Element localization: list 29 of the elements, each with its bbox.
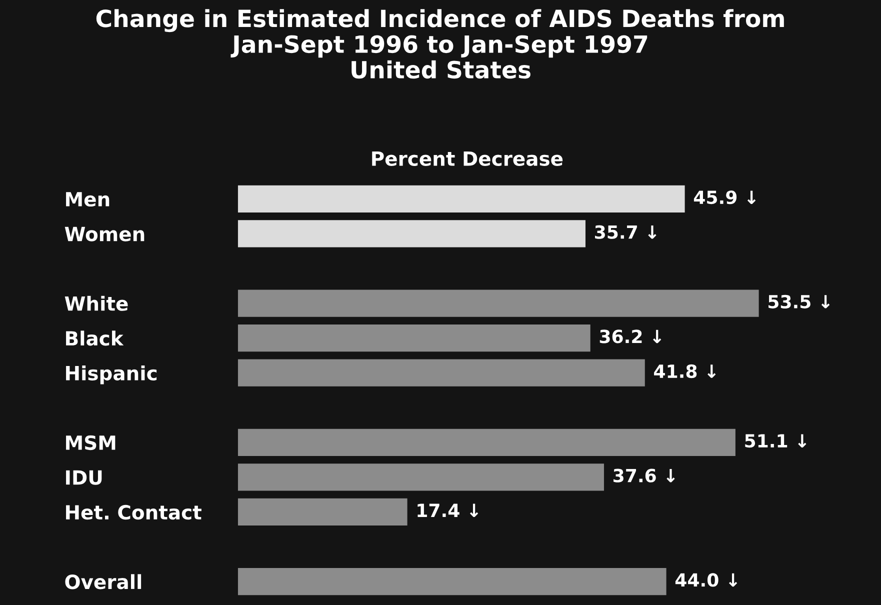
data-label: 51.1 ↓ (745, 434, 806, 448)
data-label: 44.0 ↓ (675, 573, 738, 587)
chart-subtitle: Percent Decrease (372, 152, 563, 166)
chart-title: Change in Estimated Incidence of AIDS Deaths from Jan-Sept 1996 to Jan-Sept 1997 United States (96, 9, 784, 79)
data-label: 53.5 ↓ (768, 294, 830, 308)
data-label: 36.2 ↓ (600, 330, 662, 344)
y-tick-label: Black (66, 330, 124, 346)
bar (238, 498, 408, 526)
bar (238, 359, 645, 386)
bar (238, 185, 685, 212)
data-label: 45.9 ↓ (694, 190, 756, 204)
bar (238, 464, 604, 491)
data-label: 41.8 ↓ (654, 364, 716, 378)
y-tick-label: White (64, 296, 128, 311)
y-tick-label: Overall (65, 574, 142, 590)
y-tick-label: IDU (66, 470, 102, 485)
y-tick-label: Hispanic (66, 365, 157, 384)
y-tick-label: Het. Contact (66, 504, 202, 520)
bar (238, 324, 590, 352)
data-label: 35.7 ↓ (595, 225, 656, 239)
bar (238, 568, 666, 596)
y-tick-label: Women (64, 226, 144, 242)
y-tick-label: Men (66, 192, 110, 207)
bar (238, 290, 759, 317)
data-label: 17.4 ↓ (418, 504, 478, 518)
bar (238, 220, 586, 248)
bar (238, 428, 736, 456)
data-label: 37.6 ↓ (614, 468, 675, 482)
y-tick-label: MSM (66, 435, 116, 450)
